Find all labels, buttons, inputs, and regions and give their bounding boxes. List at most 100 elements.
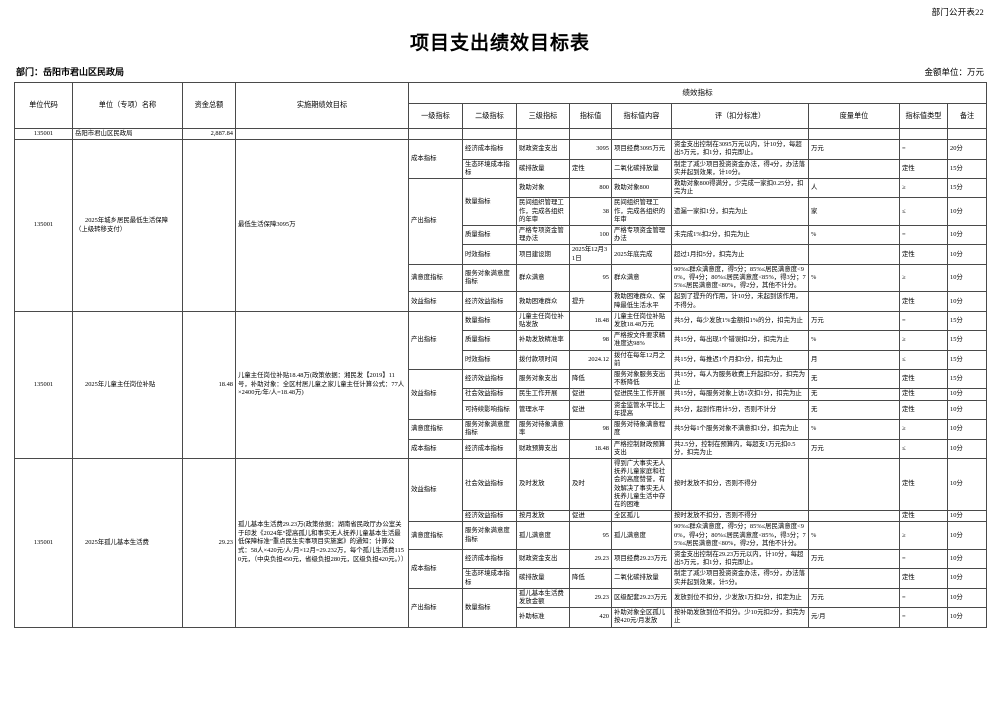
table-head: 单位代码 单位（专项）名称 资金总额 实施期绩效目标 绩效指标 一级指标 二级指… xyxy=(14,82,988,129)
cell-target-content: 拨付在每年12月之前 xyxy=(611,349,672,371)
cell-measure-unit: % xyxy=(808,263,900,293)
cell-scoring: 救助对象800得满分，少完成一家扣0.25分，扣完为止 xyxy=(671,178,809,199)
cell-remark: 10分 xyxy=(946,244,988,265)
cell-scoring: 共5分每1个服务对象不满意扣1分，扣完为止 xyxy=(671,419,809,440)
cell-period-goal: 儿童主任岗位补贴18.48万(政策依据：湘民发【2019】11号，补助对象：全区… xyxy=(235,310,409,459)
cell-remark: 10分 xyxy=(946,510,988,523)
cell-unit-code: 135001 xyxy=(14,139,73,312)
cell-measure-unit xyxy=(808,568,900,589)
cell-level2: 经济成本指标 xyxy=(462,438,517,459)
department-label: 部门：岳阳市君山区民政局 xyxy=(16,67,125,77)
cell-scoring: 共5分，起到作用计5分，否则不计分 xyxy=(671,399,809,421)
cell-scoring: 按时发放不扣分，否则不得分 xyxy=(671,510,809,523)
cell-measure-unit: % xyxy=(808,419,900,440)
cell-remark: 10分 xyxy=(946,225,988,246)
cell-value-type: 定性 xyxy=(899,510,948,523)
table-row: 满意度指标 服务对象满意度指标 孤儿满意度 95 孤儿满意度 90%≤群众满意度，得5分；… xyxy=(15,521,988,550)
cell-total-funds xyxy=(182,139,236,312)
project-name-text: 2025年城乡居民最低生活保障（上级转移支付） xyxy=(75,217,169,233)
cell-level2: 数量指标 xyxy=(462,587,517,628)
cell-value-type: 定性 xyxy=(899,158,948,180)
cell-level3: 碳排放量 xyxy=(516,568,570,589)
cell-measure-unit: 万元 xyxy=(808,548,900,570)
amount-unit-label: 金额单位：万元 xyxy=(924,67,984,77)
cell-remark: 20分 xyxy=(946,139,988,160)
performance-target-table: 单位代码 单位（专项）名称 资金总额 实施期绩效目标 绩效指标 一级指标 二级指… xyxy=(14,82,988,628)
cell-level3: 项目建设期 xyxy=(516,244,570,265)
cell-unit-name: 2025年儿童主任岗位补贴 xyxy=(72,310,183,459)
cell-empty xyxy=(808,127,900,141)
cell-target-value: 800 xyxy=(569,178,612,199)
cell-level2: 经济效益指标 xyxy=(462,291,517,312)
table-row: 民间组织管理工作，完成各组织的年审 38 民间组织管理工作，完成各组织的年审 遗漏一家… xyxy=(15,197,988,227)
cell-level3: 民间组织管理工作，完成各组织的年审 xyxy=(516,197,570,227)
cell-empty xyxy=(516,127,570,141)
col-level2: 二级指标 xyxy=(462,103,517,129)
cell-target-content: 2025年底完成 xyxy=(611,244,672,265)
cell-level2: 经济效益指标 xyxy=(462,510,517,523)
cell-level3: 救助对象 xyxy=(516,178,570,199)
cell-level1: 产出指标 xyxy=(408,310,463,371)
cell-level3: 孤儿基本生活费发放金额 xyxy=(516,587,570,609)
cell-remark: 10分 xyxy=(946,521,988,550)
cell-level2: 服务对象满意度指标 xyxy=(462,419,517,440)
cell-measure-unit: 万元 xyxy=(808,139,900,160)
cell-scoring: 制定了减少项目投资资金办法，得4分，办法落实并起到效果，计10分。 xyxy=(671,158,809,180)
cell-measure-unit: 人 xyxy=(808,178,900,199)
cell-remark: 10分 xyxy=(946,419,988,440)
table-row: 产出指标 数量指标 孤儿基本生活费发放金额 29.23 区级配套29.23万元 发放到位不… xyxy=(15,587,988,628)
cell-scoring: 按补助发放到位不扣分。少10元扣2分，扣完为止 xyxy=(671,607,809,628)
cell-level3: 服务对待象满意率 xyxy=(516,419,570,440)
col-measure-unit: 度量单位 xyxy=(808,103,900,129)
cell-measure-unit: % xyxy=(808,225,900,246)
cell-value-type: 定性 xyxy=(899,244,948,265)
cell-target-value: 95 xyxy=(569,521,612,550)
cell-target-content: 区级配套29.23万元 xyxy=(611,587,672,609)
cell-value-type: = xyxy=(899,587,948,609)
cell-target-value: 18.48 xyxy=(569,438,612,459)
cell-target-value: 提升 xyxy=(569,291,612,312)
cell-measure-unit xyxy=(808,244,900,265)
table-row: 效益指标 经济效益指标 救助困难群众 提升 救助困难群众、保障最低生活水平 起到了提升的作… xyxy=(15,291,988,312)
cell-level1: 满意度指标 xyxy=(408,263,463,293)
table-row: 经济效益指标 按月发放 促进 全区孤儿 按时发放不扣分，否则不得分 定性 10分 xyxy=(15,510,988,523)
cell-level3: 管理水平 xyxy=(516,399,570,421)
cell-unit-code: 135001 xyxy=(14,127,73,141)
cell-level3: 补助标准 xyxy=(516,607,570,628)
cell-measure-unit: 家 xyxy=(808,197,900,227)
cell-value-type: ≥ xyxy=(899,521,948,550)
cell-remark: 15分 xyxy=(946,158,988,180)
cell-level1: 产出指标 xyxy=(408,587,463,628)
cell-level1: 成本指标 xyxy=(408,438,463,459)
cell-value-type: ≤ xyxy=(899,349,948,371)
cell-level2: 时效指标 xyxy=(462,244,517,265)
cell-level3: 及时发放 xyxy=(516,457,570,512)
cell-value-type: 定性 xyxy=(899,388,948,401)
table-row: 质量指标 严格专项资金管理办法 100 严格专项资金管理办法 未完成1%扣2分，扣完为止… xyxy=(15,225,988,246)
cell-scoring: 发放到位不扣分，少发放1万扣2分，扣定为止 xyxy=(671,587,809,609)
cell-level3: 服务对象支出 xyxy=(516,369,570,390)
cell-target-content: 民间组织管理工作，完成各组织的年审 xyxy=(611,197,672,227)
cell-level3: 按月发放 xyxy=(516,510,570,523)
cell-scoring: 共15分，每推迟1个月扣5分，扣完为止 xyxy=(671,349,809,371)
cell-target-content: 全区孤儿 xyxy=(611,510,672,523)
cell-target-value: 29.23 xyxy=(569,548,612,570)
cell-level2: 社会效益指标 xyxy=(462,457,517,512)
cell-target-value: 98 xyxy=(569,419,612,440)
cell-level3: 拨付款项时间 xyxy=(516,349,570,371)
col-level3: 三级指标 xyxy=(516,103,570,129)
cell-level3: 补助发放精准率 xyxy=(516,330,570,351)
cell-value-type: ≤ xyxy=(899,438,948,459)
cell-scoring: 遗漏一家扣1分，扣完为止 xyxy=(671,197,809,227)
cell-level2: 社会效益指标 xyxy=(462,388,517,401)
cell-target-value: 29.23 xyxy=(569,587,612,609)
cell-level2: 服务对象满意度指标 xyxy=(462,263,517,293)
cell-total-funds: 29.23 xyxy=(182,457,236,628)
cell-target-content: 二氧化碳排放量 xyxy=(611,568,672,589)
cell-scoring: 制定了减少项目投资资金办法，得5分，办法落实并起到效果，计5分。 xyxy=(671,568,809,589)
cell-remark: 10分 xyxy=(946,291,988,312)
cell-level2: 经济成本指标 xyxy=(462,548,517,570)
cell-level3: 救助困难群众 xyxy=(516,291,570,312)
cell-level2: 经济效益指标 xyxy=(462,369,517,390)
cell-target-content: 严格专项资金管理办法 xyxy=(611,225,672,246)
